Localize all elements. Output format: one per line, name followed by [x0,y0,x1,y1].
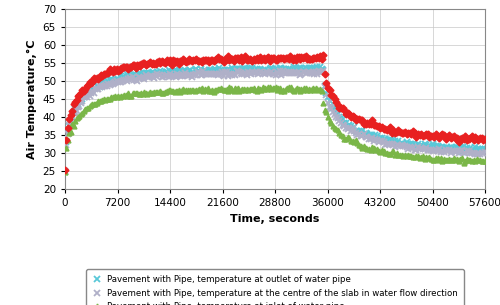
Pavement with Pipe, temperature at outlet of water pipe [374,134,380,138]
Pavement with Pipe, temperature at inlet of water pipe [199,86,205,90]
Pavement with Pipe, temperature at outlet of water pipe [326,99,332,103]
No Pipe [440,132,446,136]
Line: Pavement with Pipe, temperature at inlet of water pipe: Pavement with Pipe, temperature at inlet… [62,84,488,174]
X-axis label: Time, seconds: Time, seconds [230,214,320,224]
Line: Pavement with Pipe, temperature at the centre of the slab in water flow direction: Pavement with Pipe, temperature at the c… [62,68,488,174]
Pavement with Pipe, temperature at inlet of water pipe [266,85,272,88]
Pavement with Pipe, temperature at outlet of water pipe [440,146,446,149]
Y-axis label: Air Temperature,°C: Air Temperature,°C [27,39,37,159]
No Pipe [374,124,380,127]
Pavement with Pipe, temperature at inlet of water pipe [62,170,68,173]
No Pipe [199,60,205,64]
No Pipe [320,53,326,57]
Pavement with Pipe, temperature at inlet of water pipe [326,120,332,123]
Pavement with Pipe, temperature at the centre of the slab in water flow direction [482,150,488,153]
No Pipe [482,137,488,141]
Pavement with Pipe, temperature at inlet of water pipe [200,89,206,93]
No Pipe [101,72,107,75]
No Pipe [200,58,206,62]
Pavement with Pipe, temperature at the centre of the slab in water flow direction [277,69,283,73]
Pavement with Pipe, temperature at the centre of the slab in water flow direction [200,70,206,73]
Pavement with Pipe, temperature at the centre of the slab in water flow direction [199,74,205,77]
Pavement with Pipe, temperature at outlet of water pipe [62,170,68,174]
No Pipe [326,88,332,92]
Pavement with Pipe, temperature at outlet of water pipe [101,82,107,86]
Line: No Pipe: No Pipe [62,52,488,173]
Pavement with Pipe, temperature at the centre of the slab in water flow direction [326,105,332,109]
Pavement with Pipe, temperature at the centre of the slab in water flow direction [440,149,446,153]
Pavement with Pipe, temperature at outlet of water pipe [314,65,320,69]
Pavement with Pipe, temperature at inlet of water pipe [374,147,380,150]
No Pipe [62,169,68,172]
Pavement with Pipe, temperature at outlet of water pipe [199,70,205,74]
Pavement with Pipe, temperature at outlet of water pipe [482,147,488,151]
Pavement with Pipe, temperature at inlet of water pipe [440,159,446,162]
Pavement with Pipe, temperature at the centre of the slab in water flow direction [62,169,68,173]
Line: Pavement with Pipe, temperature at outlet of water pipe: Pavement with Pipe, temperature at outle… [62,64,488,175]
Pavement with Pipe, temperature at the centre of the slab in water flow direction [374,138,380,142]
Pavement with Pipe, temperature at inlet of water pipe [101,97,107,101]
Pavement with Pipe, temperature at outlet of water pipe [200,71,206,75]
Pavement with Pipe, temperature at the centre of the slab in water flow direction [101,84,107,88]
Legend: Pavement with Pipe, temperature at outlet of water pipe, Pavement with Pipe, tem: Pavement with Pipe, temperature at outle… [86,269,464,305]
Pavement with Pipe, temperature at inlet of water pipe [482,160,488,163]
